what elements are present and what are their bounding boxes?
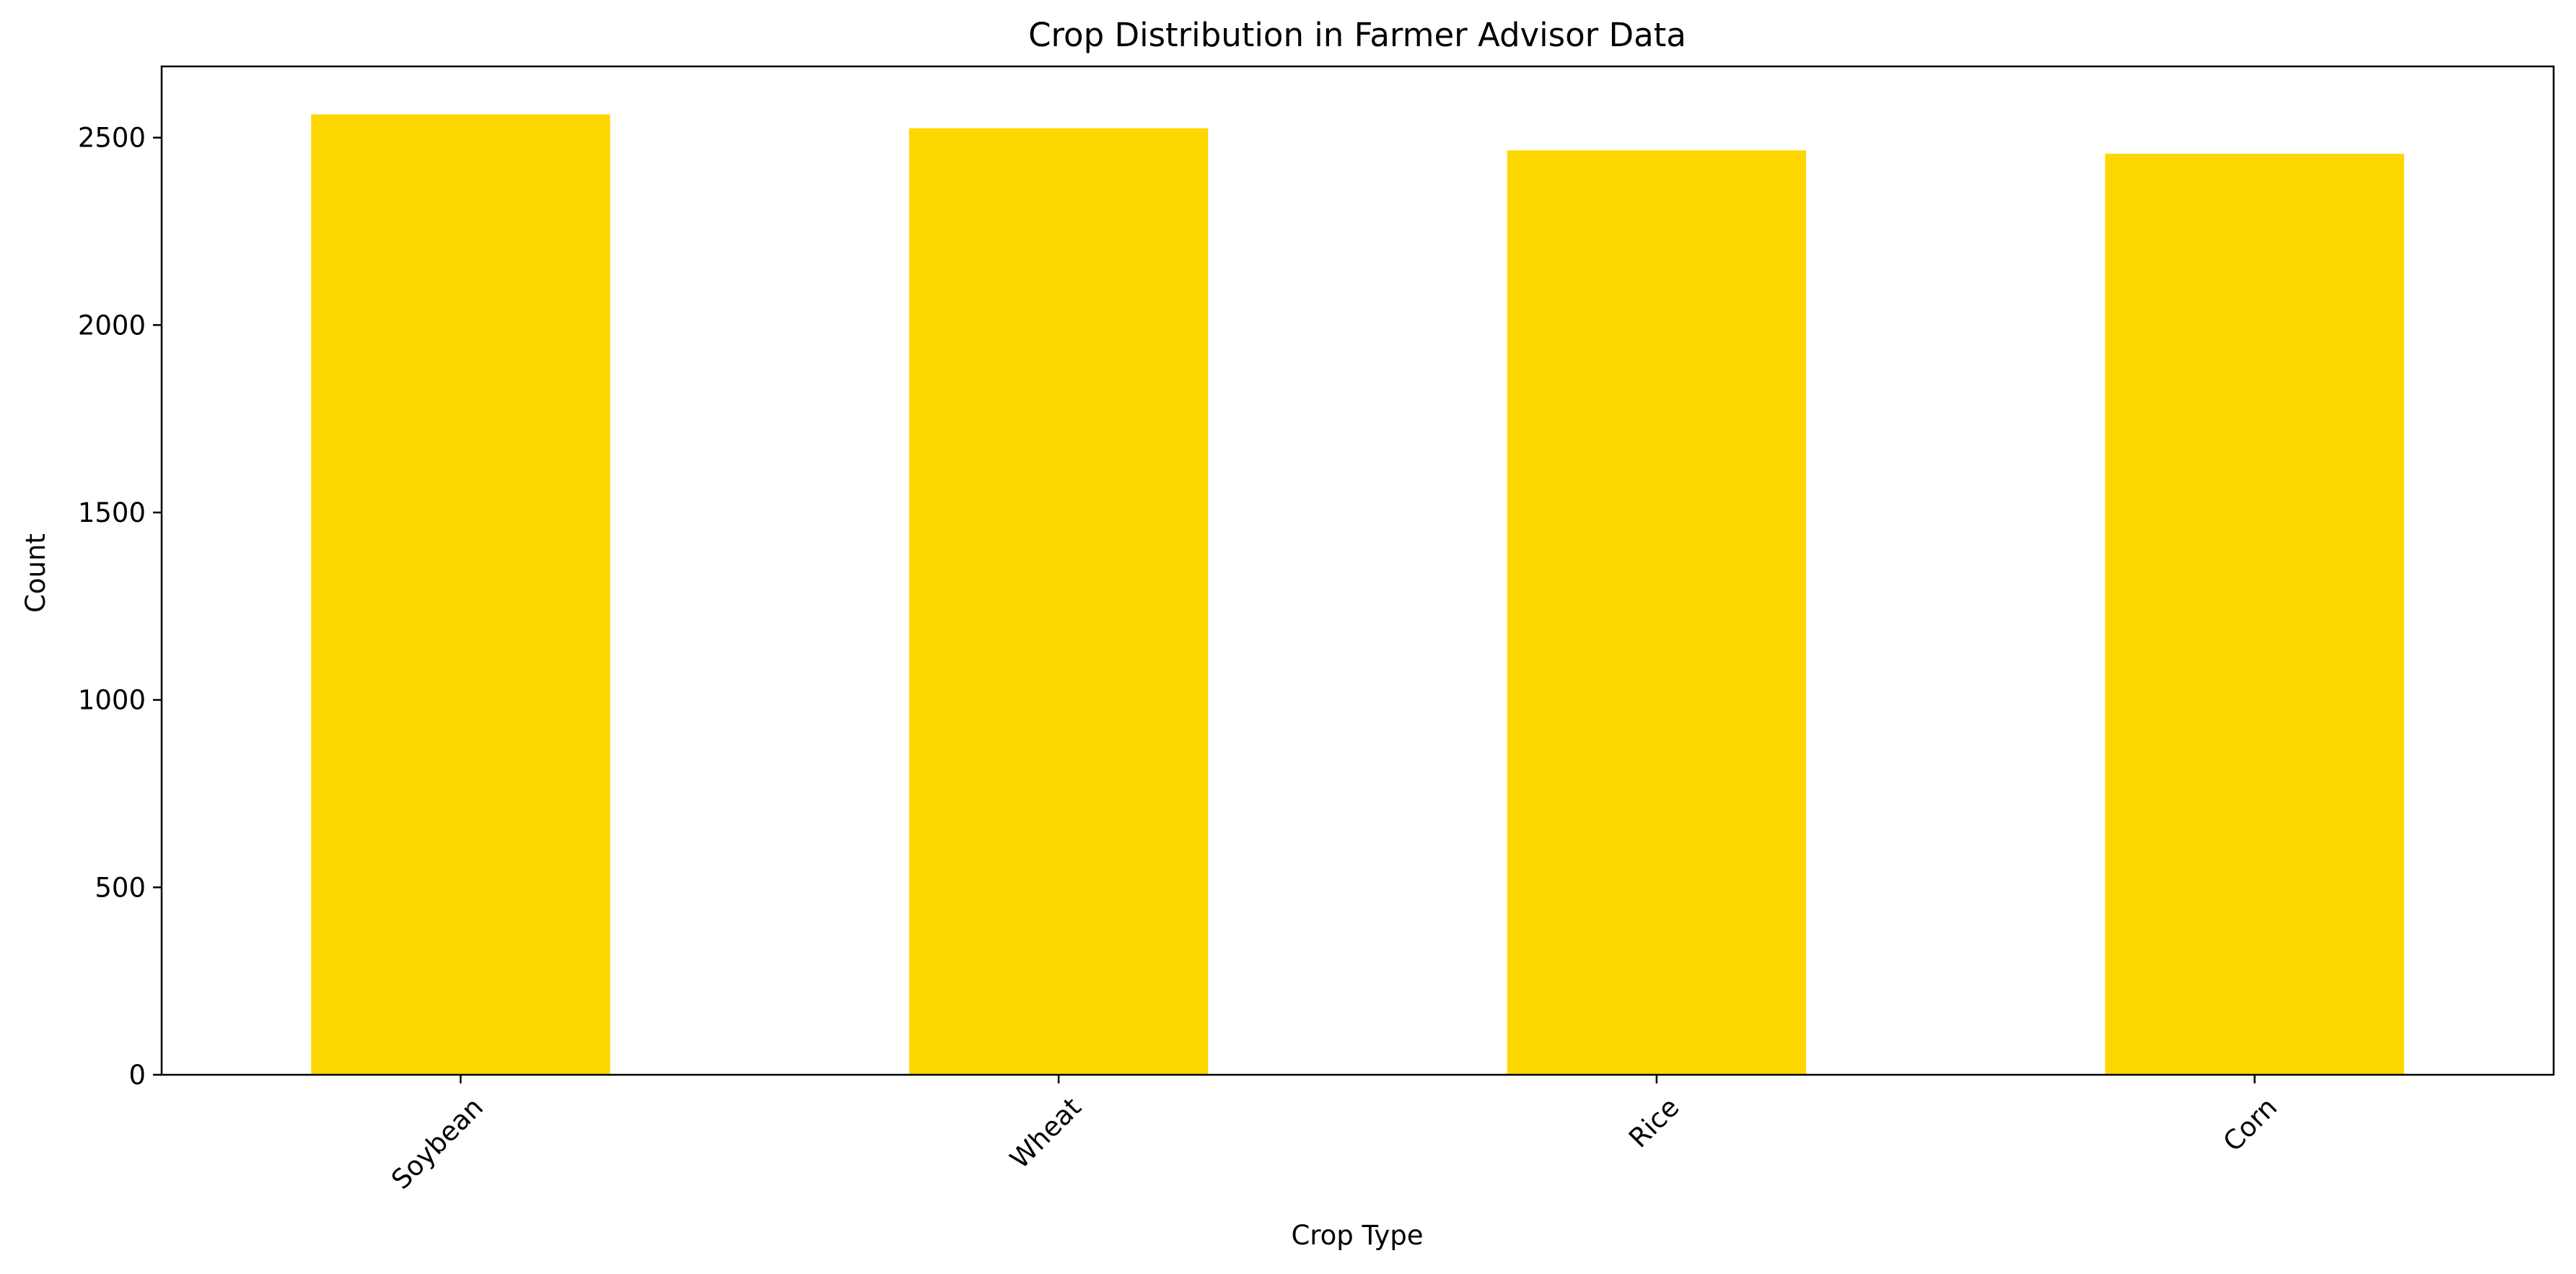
bar-wheat bbox=[908, 128, 1209, 1076]
bar-corn bbox=[2105, 154, 2404, 1075]
y-tick-label: 2000 bbox=[78, 310, 146, 341]
y-tick-label: 0 bbox=[128, 1060, 146, 1091]
y-tick-label: 500 bbox=[95, 872, 146, 903]
y-tick-label: 2500 bbox=[78, 123, 146, 154]
bar-soybean bbox=[311, 114, 610, 1075]
y-axis-label: Count bbox=[20, 533, 51, 613]
y-axis: 0 500 1000 1500 2000 2500 bbox=[78, 123, 162, 1091]
y-tick-label: 1500 bbox=[78, 497, 146, 528]
plot-frame bbox=[160, 65, 2555, 1076]
bar-rice bbox=[1507, 150, 1807, 1076]
x-axis-label: Crop Type bbox=[1291, 1220, 1423, 1251]
chart-title: Crop Distribution in Farmer Advisor Data bbox=[1028, 16, 1686, 54]
bars-layer bbox=[311, 114, 2404, 1076]
y-tick-label: 1000 bbox=[78, 685, 146, 716]
